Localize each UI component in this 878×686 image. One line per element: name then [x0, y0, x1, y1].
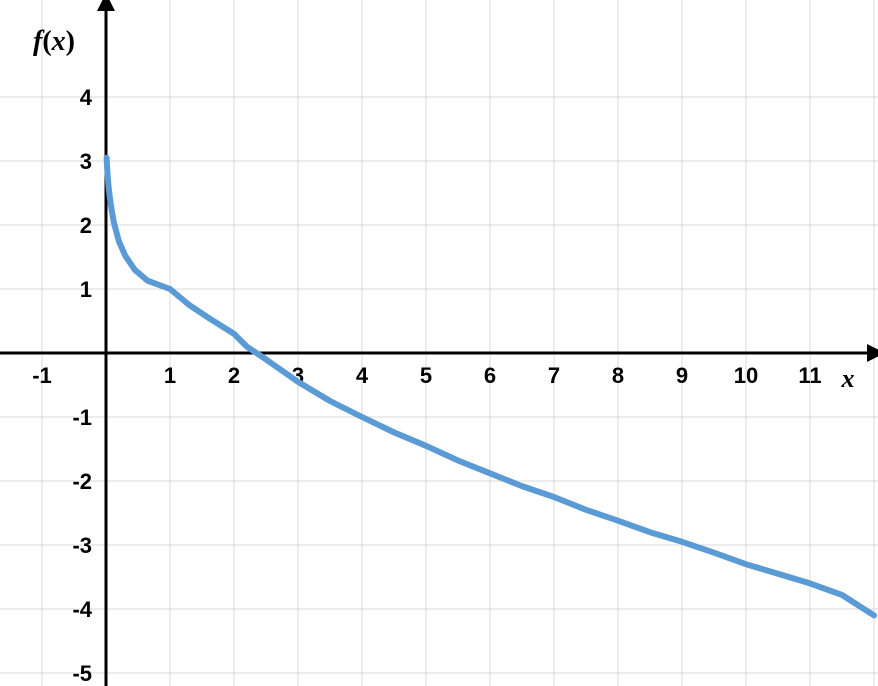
- y-tick-label: -3: [72, 533, 92, 558]
- x-tick-label: 11: [798, 363, 821, 388]
- y-tick-label: -4: [72, 597, 92, 622]
- y-tick-label: 1: [80, 277, 92, 302]
- x-tick-label: 8: [612, 363, 624, 388]
- x-tick-label: 10: [734, 363, 758, 388]
- y-axis-label: f(x): [33, 26, 75, 57]
- x-tick-label: 2: [228, 363, 240, 388]
- x-tick-label: -1: [32, 363, 52, 388]
- x-tick-label: 7: [548, 363, 560, 388]
- y-tick-label: -2: [72, 469, 92, 494]
- y-tick-label: 2: [80, 213, 92, 238]
- x-tick-label: 9: [676, 363, 688, 388]
- x-axis-label: x: [841, 364, 855, 393]
- y-tick-label: 3: [80, 149, 92, 174]
- y-tick-label: 4: [80, 85, 93, 110]
- x-tick-label: 6: [484, 363, 496, 388]
- y-tick-label: -5: [72, 661, 92, 686]
- chart-container: -11234567891011-5-4-3-2-11234xf(x): [0, 0, 878, 686]
- x-tick-label: 1: [164, 363, 176, 388]
- x-tick-label: 5: [420, 363, 432, 388]
- x-tick-label: 4: [356, 363, 369, 388]
- function-plot: -11234567891011-5-4-3-2-11234xf(x): [0, 0, 878, 686]
- y-tick-label: -1: [72, 405, 92, 430]
